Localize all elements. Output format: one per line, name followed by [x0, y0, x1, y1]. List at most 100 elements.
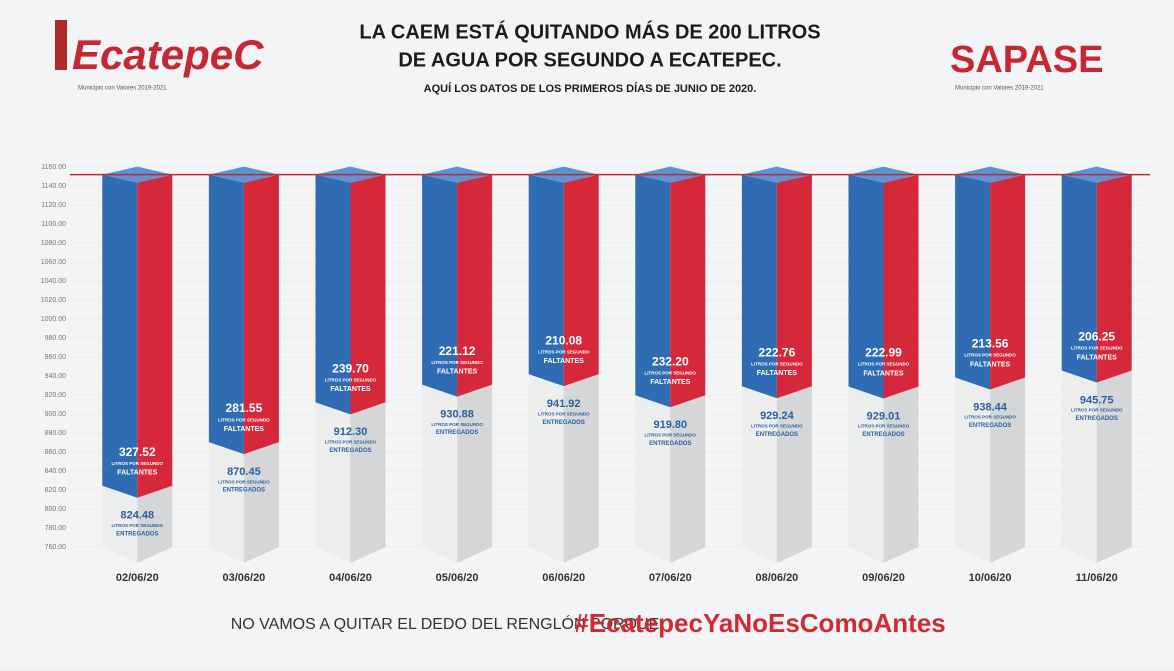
missing-face [243, 174, 279, 455]
delivered-face [243, 442, 279, 563]
delivered-unit: LITROS POR SEGUNDO [538, 411, 590, 416]
delivered-name: ENTREGADOS [436, 430, 478, 436]
delivered-face [883, 386, 919, 563]
delivered-name: ENTREGADOS [543, 420, 585, 426]
delivered-face [635, 395, 671, 563]
delivered-unit: LITROS POR SEGUNDO [858, 424, 910, 429]
missing-value: 239.70 [332, 361, 369, 375]
delivered-value: 919.80 [653, 419, 687, 431]
delivered-value: 938.44 [973, 401, 1008, 413]
delivered-name: ENTREGADOS [1076, 416, 1118, 422]
y-tick-label: 880.00 [45, 430, 67, 437]
left-logo: EcatepeC [72, 31, 264, 78]
missing-face [670, 174, 706, 408]
delivered-unit: LITROS POR SEGUNDO [751, 423, 803, 428]
delivered-unit: LITROS POR SEGUNDO [1071, 408, 1123, 413]
missing-face [102, 174, 138, 498]
missing-value: 222.76 [759, 345, 796, 359]
delivered-name: ENTREGADOS [329, 448, 371, 454]
delivered-unit: LITROS POR SEGUNDO [325, 440, 377, 445]
delivered-value: 912.30 [334, 426, 368, 438]
missing-unit: LITROS POR SEGUNDO [858, 362, 910, 367]
delivered-face [350, 402, 386, 563]
missing-face [635, 174, 671, 408]
delivered-value: 929.24 [760, 410, 795, 422]
missing-name: FALTANTES [757, 370, 798, 377]
delivered-value: 930.88 [440, 409, 474, 421]
y-tick-label: 940.00 [45, 373, 67, 380]
delivered-name: ENTREGADOS [969, 423, 1011, 429]
missing-name: FALTANTES [117, 470, 158, 477]
y-tick-label: 1060.00 [41, 259, 66, 266]
missing-value: 206.25 [1078, 330, 1115, 344]
delivered-face [1061, 370, 1097, 563]
missing-value: 327.52 [119, 445, 156, 459]
delivered-value: 929.01 [867, 410, 901, 422]
left-logo-tagline: Municipio con Valores 2019-2021 [78, 86, 167, 92]
missing-name: FALTANTES [437, 369, 478, 376]
missing-value: 281.55 [226, 401, 263, 415]
missing-name: FALTANTES [1077, 354, 1118, 361]
missing-face [563, 174, 599, 387]
missing-face [741, 174, 777, 399]
missing-face [315, 174, 351, 415]
delivered-face [670, 395, 706, 563]
missing-name: FALTANTES [544, 358, 585, 365]
missing-value: 222.99 [865, 346, 902, 360]
delivered-name: ENTREGADOS [223, 488, 265, 494]
delivered-face [457, 384, 493, 563]
missing-face [1096, 174, 1132, 383]
missing-face [990, 174, 1026, 390]
missing-unit: LITROS POR SEGUNDO [645, 370, 697, 375]
x-tick-label: 05/06/20 [436, 572, 479, 584]
missing-face [1061, 174, 1097, 383]
delivered-face [955, 377, 991, 563]
missing-face [955, 174, 991, 390]
delivered-name: ENTREGADOS [116, 531, 158, 537]
x-tick-label: 06/06/20 [542, 572, 585, 584]
y-tick-label: 1140.00 [41, 183, 66, 190]
missing-unit: LITROS POR SEGUNDO [431, 360, 483, 365]
delivered-face [422, 384, 458, 563]
y-tick-label: 1040.00 [41, 278, 66, 285]
missing-unit: LITROS POR SEGUNDO [218, 417, 270, 422]
x-tick-label: 07/06/20 [649, 572, 692, 584]
x-tick-label: 03/06/20 [222, 572, 265, 584]
right-logo-tagline: Municipio con Valores 2019-2021 [955, 86, 1044, 92]
delivered-value: 945.75 [1080, 394, 1114, 406]
missing-unit: LITROS POR SEGUNDO [325, 378, 377, 383]
missing-face [528, 174, 564, 387]
hashtag: #EcatepecYaNoEsComoAntes [574, 608, 945, 638]
delivered-unit: LITROS POR SEGUNDO [218, 479, 270, 484]
y-tick-label: 920.00 [45, 392, 67, 399]
delivered-name: ENTREGADOS [649, 441, 691, 447]
missing-name: FALTANTES [330, 386, 371, 393]
delivered-face [563, 374, 599, 563]
delivered-value: 941.92 [547, 398, 581, 410]
x-tick-label: 11/06/20 [1076, 572, 1118, 584]
y-tick-label: 1080.00 [41, 240, 66, 247]
left-logo-icon [55, 20, 67, 70]
y-tick-label: 900.00 [45, 411, 67, 418]
missing-face [776, 174, 812, 399]
missing-unit: LITROS POR SEGUNDO [964, 353, 1016, 358]
title-line: LA CAEM ESTÁ QUITANDO MÁS DE 200 LITROS [359, 20, 820, 43]
x-tick-label: 08/06/20 [755, 572, 798, 584]
x-tick-label: 10/06/20 [969, 572, 1012, 584]
missing-value: 232.20 [652, 354, 689, 368]
missing-unit: LITROS POR SEGUNDO [1071, 346, 1123, 351]
subtitle: AQUÍ LOS DATOS DE LOS PRIMEROS DÍAS DE J… [424, 82, 757, 95]
delivered-name: ENTREGADOS [756, 432, 798, 438]
missing-face [350, 174, 386, 415]
x-tick-label: 09/06/20 [862, 572, 905, 584]
missing-unit: LITROS POR SEGUNDO [751, 361, 803, 366]
delivered-face [1096, 370, 1132, 563]
delivered-unit: LITROS POR SEGUNDO [645, 432, 697, 437]
delivered-unit: LITROS POR SEGUNDO [964, 415, 1016, 420]
right-logo: SAPASE [950, 39, 1103, 81]
y-tick-label: 760.00 [45, 544, 67, 551]
missing-name: FALTANTES [863, 370, 904, 377]
x-tick-label: 04/06/20 [329, 572, 372, 584]
